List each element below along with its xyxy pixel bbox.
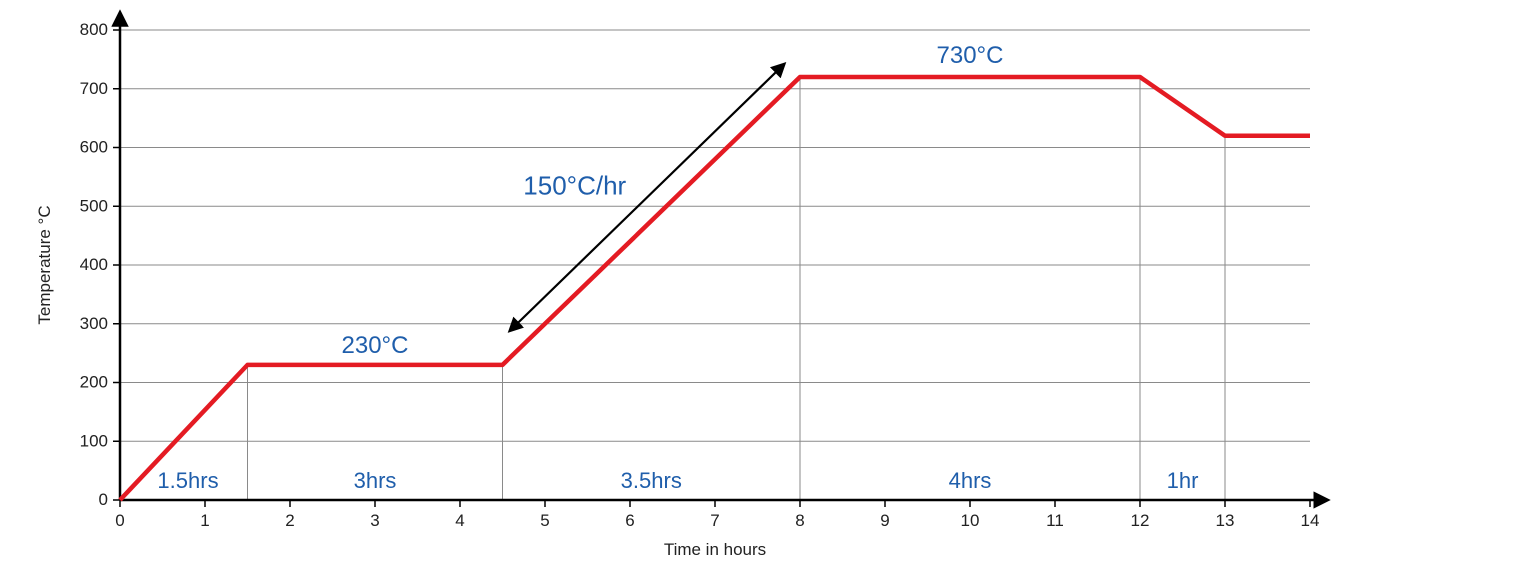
x-tick-label: 2 [285,511,294,530]
y-axis-title: Temperature °C [35,205,54,324]
x-tick-label: 8 [795,511,804,530]
x-axis-title: Time in hours [664,540,766,559]
x-tick-label: 12 [1131,511,1150,530]
x-tick-label: 11 [1046,511,1064,530]
axes [120,18,1322,500]
duration-labels: 1.5hrs 3hrs 3.5hrs 4hrs 1hr [157,468,1198,493]
ticks-x: 01234567891011121314 [115,500,1319,530]
x-tick-label: 3 [370,511,379,530]
duration-label: 1hr [1167,468,1199,493]
temperature-profile [120,77,1310,500]
x-tick-label: 0 [115,511,124,530]
x-tick-label: 7 [710,511,719,530]
x-tick-label: 10 [961,511,980,530]
y-tick-label: 200 [80,373,108,392]
y-tick-label: 600 [80,138,108,157]
duration-label: 4hrs [949,468,992,493]
y-tick-label: 800 [80,20,108,39]
grid-horizontal [120,30,1310,441]
y-tick-label: 0 [99,490,108,509]
y-tick-label: 100 [80,431,108,450]
chart-svg: 01234567891011121314 0100200300400500600… [0,0,1517,584]
duration-label: 3hrs [354,468,397,493]
x-tick-label: 13 [1216,511,1235,530]
callout-ramp-rate: 150°C/hr [523,171,626,201]
callout-high-plateau: 730°C [937,42,1004,69]
y-tick-label: 400 [80,255,108,274]
x-tick-label: 14 [1301,511,1320,530]
x-tick-label: 1 [200,511,209,530]
x-tick-label: 4 [455,511,464,530]
callout-low-plateau: 230°C [342,332,409,359]
y-tick-label: 500 [80,196,108,215]
ticks-y: 0 100 200 300 400 500 600 700 800 [80,20,120,509]
firing-schedule-chart: 01234567891011121314 0100200300400500600… [0,0,1517,584]
x-tick-label: 5 [540,511,549,530]
y-tick-label: 700 [80,79,108,98]
duration-label: 3.5hrs [621,468,682,493]
x-tick-label: 6 [625,511,634,530]
y-tick-label: 300 [80,314,108,333]
duration-label: 1.5hrs [157,468,218,493]
x-tick-label: 9 [880,511,889,530]
